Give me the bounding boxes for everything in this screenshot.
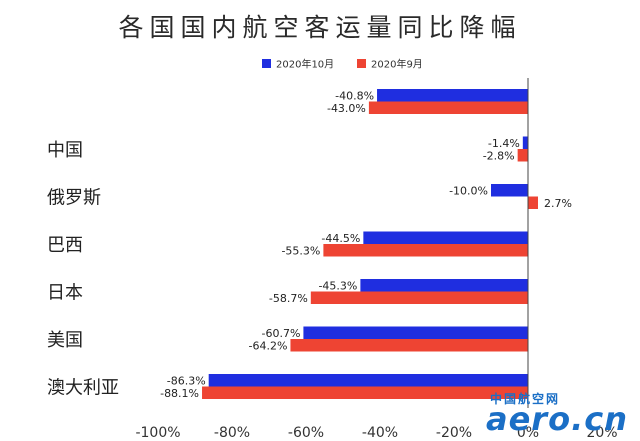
data-label: -86.3%: [167, 375, 206, 388]
x-tick-label: -60%: [288, 425, 324, 441]
bar: [377, 89, 528, 102]
legend-label-1: 2020年10月: [276, 58, 334, 71]
category-label: 日本: [47, 283, 83, 304]
x-tick-label: 20%: [586, 425, 617, 441]
x-tick-labels: -100% -80% -60% -40% -20% 0% 20%: [135, 425, 617, 441]
category-label: 俄罗斯: [47, 188, 101, 209]
data-label: -88.1%: [160, 387, 199, 400]
bar: [360, 279, 528, 292]
x-tick-label: -40%: [362, 425, 398, 441]
bar: [290, 339, 528, 352]
bar: [208, 374, 528, 387]
data-label: -45.3%: [318, 280, 357, 293]
data-label: -58.7%: [269, 292, 308, 305]
bars: [202, 89, 538, 399]
x-tick-label: -20%: [436, 425, 472, 441]
data-label: 2.7%: [544, 197, 572, 210]
bar: [491, 184, 528, 197]
bar: [310, 291, 528, 304]
legend: 2020年10月 2020年9月: [262, 58, 423, 71]
bar: [522, 136, 528, 149]
data-label: -55.3%: [281, 245, 320, 258]
value-labels: -40.8% -1.4% -10.0% -44.5% -45.3% -60.7% -86.3…: [160, 90, 572, 401]
data-label: -2.8%: [483, 150, 515, 163]
data-label: -60.7%: [261, 327, 300, 340]
bar: [368, 101, 528, 114]
data-label: -43.0%: [327, 102, 366, 115]
data-label: -40.8%: [335, 90, 374, 103]
legend-swatch-2: [357, 59, 366, 68]
category-label: 美国: [47, 330, 83, 351]
data-label: -64.2%: [249, 340, 288, 353]
legend-swatch-1: [262, 59, 271, 68]
watermark-en-text: aero.cn: [486, 400, 628, 438]
bar: [202, 386, 528, 399]
bar: [323, 244, 528, 257]
bar: [517, 149, 528, 162]
chart-title: 各国国内航空客运量同比降幅: [118, 13, 522, 42]
data-label: -44.5%: [321, 232, 360, 245]
bar: [363, 231, 528, 244]
data-label: -10.0%: [449, 185, 488, 198]
x-tick-label: -100%: [135, 425, 180, 441]
watermark-cn-text: 中国航空网: [490, 392, 561, 406]
category-label: 中国: [47, 140, 83, 161]
legend-label-2: 2020年9月: [371, 58, 423, 71]
category-label: 澳大利亚: [47, 378, 119, 399]
x-tick-label: -80%: [214, 425, 250, 441]
category-label: 巴西: [47, 235, 83, 256]
bar: [528, 196, 538, 209]
bar: [303, 326, 528, 339]
aero-cn-watermark: 中国航空网 aero.cn: [486, 390, 636, 438]
data-label: -1.4%: [488, 137, 520, 150]
x-tick-label: 0%: [517, 425, 539, 441]
